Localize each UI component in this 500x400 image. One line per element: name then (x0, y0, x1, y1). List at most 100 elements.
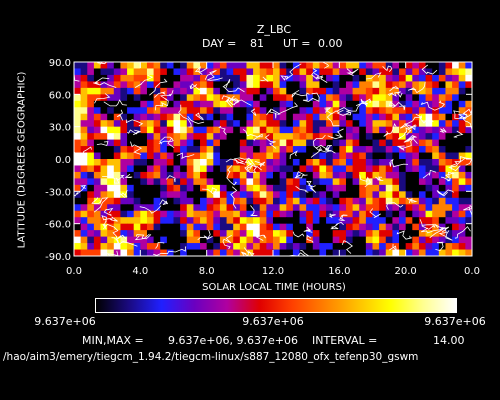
heatmap-cell (226, 113, 234, 121)
contour-line (271, 102, 299, 115)
heatmap-cell (365, 139, 373, 147)
contour-line (118, 189, 128, 198)
heatmap-cell (359, 133, 367, 140)
heatmap-cell (246, 107, 254, 115)
heatmap-cell (266, 120, 274, 128)
heatmap-cell (239, 139, 247, 147)
heatmap-cell (292, 204, 300, 212)
contour-line (346, 68, 359, 76)
heatmap-cell (299, 126, 307, 134)
heatmap-cell (345, 204, 353, 212)
heatmap-cell (452, 184, 460, 192)
heatmap-cell (173, 165, 181, 173)
heatmap-cell (206, 120, 214, 128)
heatmap-cell (332, 94, 340, 102)
heatmap-cell (392, 68, 400, 76)
heatmap-cell (412, 62, 420, 69)
heatmap-cell (226, 249, 234, 257)
heatmap-cell (120, 243, 128, 250)
heatmap-cell (306, 184, 314, 192)
heatmap-cell (166, 159, 174, 166)
heatmap-cell (339, 68, 347, 76)
heatmap-cell (213, 62, 221, 69)
heatmap-cell (253, 120, 261, 128)
heatmap-cell (153, 62, 161, 69)
heatmap-cell (100, 133, 108, 140)
heatmap-cell (445, 249, 453, 257)
heatmap-cell (458, 126, 466, 134)
heatmap-cell (332, 249, 340, 257)
heatmap-cell (458, 152, 466, 160)
heatmap-cell (432, 74, 440, 82)
heatmap-cell (279, 197, 287, 205)
contour-line (338, 214, 348, 222)
heatmap-cell (385, 165, 393, 173)
heatmap-cell (160, 68, 168, 76)
heatmap-cell (432, 178, 440, 186)
heatmap-cell (352, 62, 360, 69)
heatmap-cell (140, 210, 148, 218)
heatmap-cell (259, 197, 267, 205)
heatmap-cell (160, 120, 168, 128)
heatmap-cell (392, 217, 400, 225)
heatmap-cell (246, 243, 254, 250)
heatmap-cell (173, 74, 181, 82)
heatmap-cell (452, 165, 460, 173)
heatmap-cell (412, 126, 420, 134)
heatmap-cell (399, 94, 407, 102)
heatmap-cell (306, 68, 314, 76)
heatmap-cell (445, 120, 453, 128)
heatmap-cell (418, 152, 426, 160)
heatmap-cell (405, 152, 413, 160)
heatmap-cell (107, 94, 115, 102)
heatmap-cell (219, 100, 227, 108)
heatmap-cell (399, 171, 407, 179)
heatmap-cell (452, 113, 460, 121)
heatmap-cell (160, 230, 168, 237)
heatmap-cell (166, 126, 174, 134)
heatmap-cell (418, 171, 426, 179)
heatmap-cell (372, 94, 380, 102)
heatmap-cell (339, 126, 347, 134)
heatmap-cell (127, 81, 135, 89)
heatmap-cell (412, 133, 420, 140)
heatmap-cell (312, 81, 320, 89)
heatmap-cell (319, 68, 327, 76)
heatmap-cell (306, 120, 314, 128)
heatmap-cell (160, 184, 168, 192)
heatmap-cell (438, 223, 446, 231)
heatmap-cell (438, 165, 446, 173)
heatmap-cell (120, 152, 128, 160)
heatmap-cell (146, 126, 154, 134)
heatmap-cell (326, 171, 334, 179)
heatmap-cell (226, 81, 234, 89)
heatmap-cell (87, 236, 95, 244)
heatmap-cell (399, 87, 407, 95)
heatmap-cell (80, 113, 88, 121)
heatmap-cell (146, 113, 154, 121)
contour-line (255, 234, 266, 241)
x-axis-label: SOLAR LOCAL TIME (HOURS) (202, 282, 346, 293)
heatmap-cell (93, 171, 101, 179)
heatmap-cell (140, 62, 148, 69)
heatmap-cell (233, 191, 241, 199)
heatmap-cell (465, 126, 473, 134)
colorbar-label-left: 9.637e+06 (34, 315, 96, 328)
heatmap-cell (166, 113, 174, 121)
heatmap-cell (273, 191, 281, 199)
heatmap-cell (173, 243, 181, 250)
heatmap-cell (153, 107, 161, 115)
heatmap-cell (166, 68, 174, 76)
heatmap-cell (133, 210, 141, 218)
heatmap-cell (160, 217, 168, 225)
heatmap-cell (146, 165, 154, 173)
heatmap-cell (385, 159, 393, 166)
heatmap-cell (292, 74, 300, 82)
heatmap-cell (107, 113, 115, 121)
heatmap-cell (292, 243, 300, 250)
contour-line (436, 189, 454, 197)
heatmap-cell (399, 139, 407, 147)
heatmap-cell (326, 126, 334, 134)
heatmap-cell (93, 94, 101, 102)
heatmap-cell (127, 184, 135, 192)
